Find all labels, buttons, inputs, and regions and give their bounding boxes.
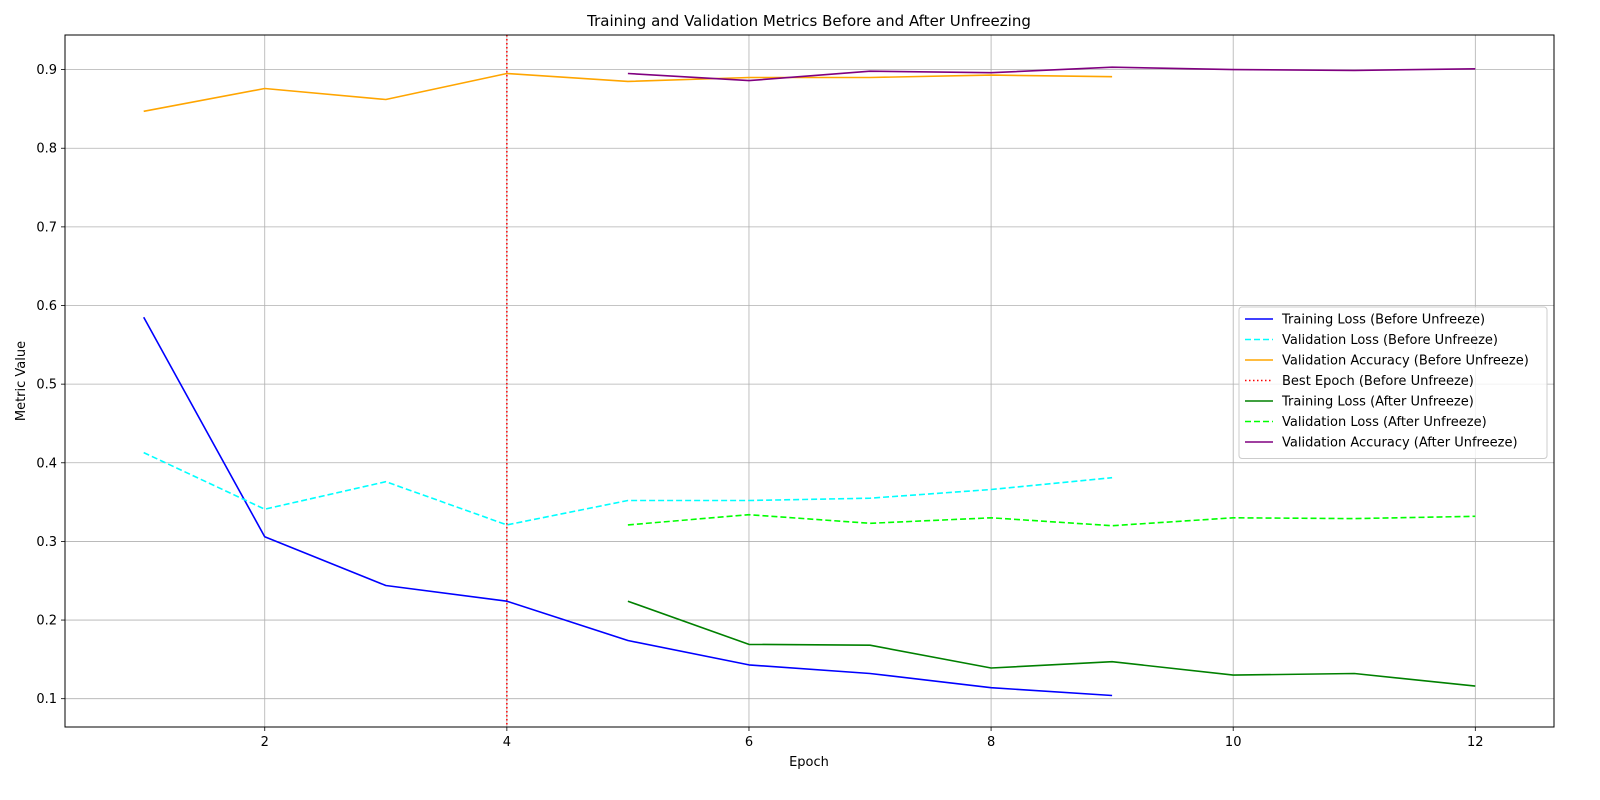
x-tick-label: 4 bbox=[503, 735, 511, 750]
axes-ticks: 2 4 6 8 10 12 0.1 0.2 0.3 0.4 0.5 0.6 0.7 0.8 0.9 bbox=[36, 63, 1483, 750]
legend-item: Training Loss (Before Unfreeze) bbox=[1245, 313, 1485, 328]
series-line bbox=[627, 600, 1476, 687]
x-tick-label: 12 bbox=[1467, 735, 1484, 750]
y-tick-label: 0.2 bbox=[36, 614, 57, 629]
legend-label: Validation Loss (After Unfreeze) bbox=[1282, 415, 1487, 430]
chart-title: Training and Validation Metrics Before a… bbox=[586, 12, 1031, 30]
x-tick-label: 2 bbox=[261, 735, 269, 750]
legend-box bbox=[1238, 306, 1548, 459]
series-line bbox=[142, 316, 1113, 697]
legend-item: Validation Loss (After Unfreeze) bbox=[1245, 415, 1487, 430]
x-axis-label: Epoch bbox=[789, 755, 829, 770]
y-tick-label: 0.8 bbox=[36, 142, 57, 157]
legend-label: Best Epoch (Before Unfreeze) bbox=[1282, 374, 1474, 389]
legend-label: Training Loss (Before Unfreeze) bbox=[1281, 313, 1485, 328]
legend-label: Training Loss (After Unfreeze) bbox=[1281, 395, 1474, 410]
y-axis-label: Metric Value bbox=[14, 341, 29, 421]
series-line bbox=[627, 513, 1476, 527]
y-tick-label: 0.3 bbox=[36, 535, 57, 550]
legend-item: Validation Accuracy (After Unfreeze) bbox=[1245, 436, 1518, 451]
series-5 bbox=[627, 600, 1476, 687]
series-2 bbox=[143, 451, 1113, 526]
x-tick-label: 6 bbox=[745, 735, 753, 750]
y-tick-label: 0.5 bbox=[36, 378, 57, 393]
legend-label: Validation Accuracy (Before Unfreeze) bbox=[1282, 354, 1529, 369]
series-layer bbox=[142, 35, 1476, 727]
legend-label: Validation Accuracy (After Unfreeze) bbox=[1282, 436, 1518, 451]
y-tick-label: 0.9 bbox=[36, 63, 57, 78]
series-line bbox=[627, 66, 1476, 82]
y-tick-label: 0.7 bbox=[36, 220, 57, 235]
x-tick-label: 8 bbox=[987, 735, 995, 750]
legend-item: Training Loss (After Unfreeze) bbox=[1245, 395, 1474, 410]
series-7 bbox=[627, 66, 1476, 82]
legend-label: Validation Loss (Before Unfreeze) bbox=[1282, 333, 1498, 348]
series-1 bbox=[142, 316, 1113, 697]
plot-frame bbox=[64, 34, 1555, 728]
legend: Training Loss (Before Unfreeze) Validatio… bbox=[1238, 306, 1548, 459]
y-tick-label: 0.6 bbox=[36, 299, 57, 314]
series-6 bbox=[627, 513, 1476, 527]
y-tick-label: 0.1 bbox=[36, 692, 57, 707]
legend-item: Validation Loss (Before Unfreeze) bbox=[1245, 333, 1498, 348]
series-line bbox=[143, 72, 1113, 113]
y-tick-label: 0.4 bbox=[36, 456, 57, 471]
x-tick-label: 10 bbox=[1225, 735, 1242, 750]
series-3 bbox=[143, 72, 1113, 113]
series-line bbox=[143, 451, 1113, 526]
legend-item: Validation Accuracy (Before Unfreeze) bbox=[1245, 354, 1529, 369]
legend-item: Best Epoch (Before Unfreeze) bbox=[1245, 374, 1474, 389]
